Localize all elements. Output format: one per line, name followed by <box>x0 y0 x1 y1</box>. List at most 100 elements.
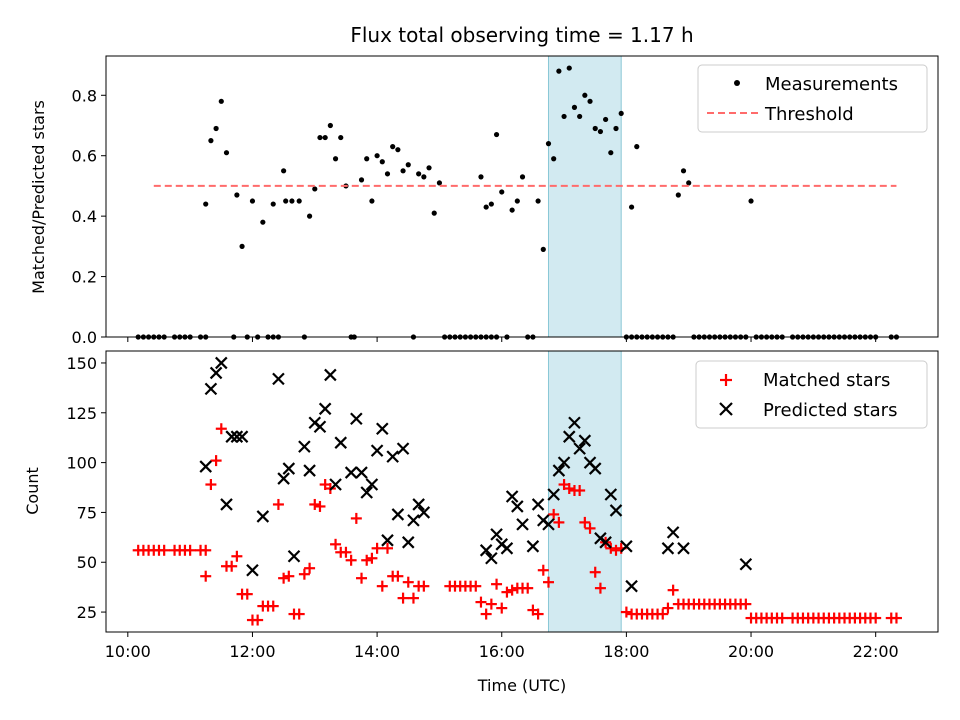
measurement-point <box>618 110 624 117</box>
predicted-point <box>396 442 410 455</box>
predicted-point <box>334 436 348 449</box>
predicted-point <box>350 412 363 426</box>
measurement-point <box>374 153 380 159</box>
predicted-point <box>344 466 358 479</box>
measurement-point <box>535 198 541 204</box>
top-panel-frame <box>105 55 939 338</box>
matched-point <box>532 608 544 620</box>
measurement-point <box>686 180 692 186</box>
measurement-point <box>587 98 593 104</box>
measurement-point <box>628 204 635 210</box>
x-tick-label: 16:00 <box>479 642 525 661</box>
matched-point <box>205 479 217 491</box>
measurement-point <box>239 243 245 249</box>
matched-point <box>350 512 362 524</box>
y-tick-label: 100 <box>66 454 97 473</box>
legend-threshold-label: Threshold <box>764 104 854 125</box>
predicted-point <box>412 498 425 511</box>
predicted-point <box>329 478 342 491</box>
measurement-point <box>592 125 598 132</box>
predicted-point <box>505 490 519 503</box>
measurement-point <box>556 68 562 74</box>
predicted-point <box>568 416 581 430</box>
matched-point <box>475 596 487 608</box>
x-tick-label: 12:00 <box>229 642 275 661</box>
matched-point <box>496 602 508 614</box>
legend-measurements-marker <box>734 80 740 86</box>
predicted-point <box>500 542 514 555</box>
predicted-point <box>360 486 373 499</box>
matched-point <box>548 508 560 520</box>
measurement-point <box>519 174 526 180</box>
predicted-point <box>677 542 690 555</box>
predicted-point <box>604 488 618 501</box>
matched-point <box>200 570 212 582</box>
predicted-point <box>376 422 389 436</box>
measurement-point <box>488 201 494 207</box>
measurement-point <box>436 180 443 186</box>
predicted-point <box>588 462 602 475</box>
measurement-point <box>289 198 295 204</box>
x-tick-label: 20:00 <box>728 642 774 661</box>
measurement-point <box>327 122 333 129</box>
measurement-point <box>545 141 552 147</box>
y-tick-label: 0.4 <box>72 207 97 226</box>
x-tick-label: 14:00 <box>354 642 400 661</box>
y-tick-label: 0.0 <box>72 328 97 347</box>
matched-point <box>657 608 669 620</box>
predicted-point <box>370 444 384 457</box>
matched-point <box>298 568 310 580</box>
measurement-point <box>260 219 266 225</box>
matched-point <box>330 538 342 550</box>
measurement-point <box>603 116 609 123</box>
predicted-point <box>511 500 524 513</box>
x-axis-label: Time (UTC) <box>477 676 566 695</box>
predicted-point <box>391 508 405 521</box>
y-tick-label: 75 <box>77 503 97 522</box>
measurement-point <box>213 125 219 132</box>
matched-point <box>667 584 679 596</box>
predicted-point <box>215 356 228 370</box>
predicted-point <box>272 372 285 386</box>
y-tick-label: 0.2 <box>72 268 97 287</box>
matched-point <box>397 592 409 604</box>
predicted-point <box>313 420 327 434</box>
bottom-plot-area <box>132 356 902 626</box>
measurement-point <box>249 198 256 204</box>
matched-point <box>418 580 430 592</box>
predicted-point <box>365 478 379 491</box>
predicted-point <box>609 504 623 517</box>
measurement-point <box>499 189 505 195</box>
measurement-point <box>369 198 375 204</box>
matched-point <box>392 570 404 582</box>
matched-point <box>226 560 238 572</box>
predicted-point <box>303 464 316 477</box>
legend-matched-label: Matched stars <box>763 370 890 391</box>
measurement-point <box>634 144 640 150</box>
predicted-point <box>282 462 296 475</box>
matched-point <box>340 546 352 558</box>
predicted-point <box>552 464 566 477</box>
predicted-point <box>209 366 223 380</box>
predicted-point <box>547 488 560 501</box>
matched-point <box>491 578 503 590</box>
predicted-point <box>381 534 394 547</box>
matched-point <box>584 522 596 534</box>
y-tick-label: 0.6 <box>72 147 97 166</box>
y-tick-label: 25 <box>77 603 97 622</box>
measurement-point <box>395 147 401 153</box>
predicted-point <box>526 540 540 553</box>
predicted-point <box>620 540 633 553</box>
x-tick-label: 10:00 <box>105 642 151 661</box>
legend-predicted-label: Predicted stars <box>763 400 897 421</box>
predicted-point <box>739 557 753 571</box>
matched-point <box>605 542 617 554</box>
measurement-point <box>322 134 328 141</box>
matched-point <box>407 592 419 604</box>
predicted-point <box>599 536 612 549</box>
predicted-point <box>542 518 555 531</box>
bottom-panel: Count Time (UTC) 25 50 75 100 125 150 10:00 12:… <box>23 350 939 695</box>
measurement-point <box>514 198 520 204</box>
measurement-point <box>223 150 230 156</box>
